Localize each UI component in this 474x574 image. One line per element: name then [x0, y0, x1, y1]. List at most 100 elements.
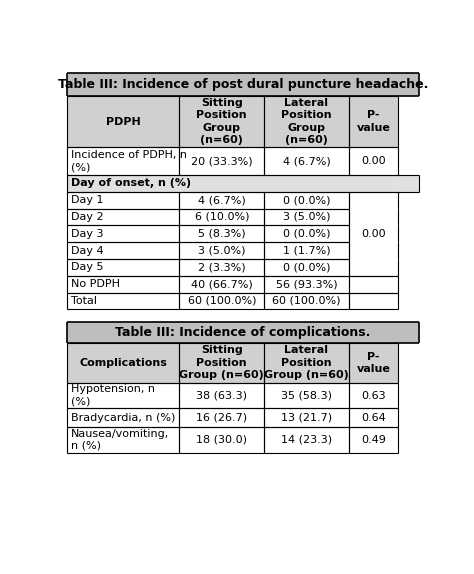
Bar — [349, 192, 398, 208]
Text: 40 (66.7%): 40 (66.7%) — [191, 279, 253, 289]
Bar — [66, 427, 180, 452]
Text: 1 (1.7%): 1 (1.7%) — [283, 246, 330, 255]
Bar — [349, 226, 398, 242]
Bar — [264, 242, 349, 259]
Text: Day 5: Day 5 — [71, 262, 103, 272]
Bar — [66, 343, 180, 383]
Text: PDPH: PDPH — [106, 117, 140, 127]
Bar — [66, 259, 180, 276]
Text: 6 (10.0%): 6 (10.0%) — [194, 212, 249, 222]
Text: Sitting
Position
Group (n=60): Sitting Position Group (n=60) — [179, 346, 264, 380]
Bar — [66, 383, 180, 408]
Bar — [264, 192, 349, 208]
Text: 16 (26.7): 16 (26.7) — [196, 413, 247, 422]
Text: Nausea/vomiting,
n (%): Nausea/vomiting, n (%) — [71, 429, 169, 451]
Bar — [66, 242, 180, 259]
Bar — [264, 383, 349, 408]
Bar — [180, 226, 264, 242]
Bar — [66, 408, 180, 427]
Bar — [264, 427, 349, 452]
Bar — [349, 343, 398, 383]
Bar — [180, 343, 264, 383]
Bar — [180, 427, 264, 452]
Text: 0 (0.0%): 0 (0.0%) — [283, 228, 330, 239]
Bar — [349, 383, 398, 408]
Bar — [349, 208, 398, 226]
Text: 0.63: 0.63 — [361, 390, 386, 401]
Text: 0 (0.0%): 0 (0.0%) — [283, 195, 330, 205]
Bar — [180, 259, 264, 276]
Text: Day 2: Day 2 — [71, 212, 104, 222]
Text: No PDPH: No PDPH — [71, 279, 120, 289]
Text: 5 (8.3%): 5 (8.3%) — [198, 228, 246, 239]
Text: 4 (6.7%): 4 (6.7%) — [283, 156, 330, 166]
Bar — [180, 408, 264, 427]
Bar — [180, 192, 264, 208]
Bar — [180, 293, 264, 309]
Text: 2 (3.3%): 2 (3.3%) — [198, 262, 246, 272]
Bar — [349, 427, 398, 452]
Text: 13 (21.7): 13 (21.7) — [281, 413, 332, 422]
Text: Total: Total — [71, 296, 97, 306]
Bar — [180, 147, 264, 175]
Bar — [264, 226, 349, 242]
Text: 0.00: 0.00 — [361, 228, 386, 239]
Bar — [66, 175, 419, 192]
Bar — [264, 259, 349, 276]
Text: Hypotension, n
(%): Hypotension, n (%) — [71, 385, 155, 407]
Bar — [349, 259, 398, 276]
Bar — [180, 242, 264, 259]
Bar — [264, 208, 349, 226]
Text: 35 (58.3): 35 (58.3) — [281, 390, 332, 401]
Text: 60 (100.0%): 60 (100.0%) — [188, 296, 256, 306]
Text: 3 (5.0%): 3 (5.0%) — [283, 212, 330, 222]
Bar — [349, 147, 398, 175]
Bar — [180, 208, 264, 226]
Text: Sitting
Position
Group
(n=60): Sitting Position Group (n=60) — [196, 98, 247, 145]
Text: 4 (6.7%): 4 (6.7%) — [198, 195, 246, 205]
Bar — [349, 276, 398, 293]
Bar — [264, 293, 349, 309]
Text: 18 (30.0): 18 (30.0) — [196, 435, 247, 445]
Bar — [349, 192, 398, 276]
Text: 38 (63.3): 38 (63.3) — [196, 390, 247, 401]
Text: Lateral
Position
Group
(n=60): Lateral Position Group (n=60) — [281, 98, 332, 145]
Text: 20 (33.3%): 20 (33.3%) — [191, 156, 253, 166]
Bar — [66, 321, 419, 343]
Bar — [66, 192, 180, 208]
Bar — [66, 226, 180, 242]
Bar — [264, 408, 349, 427]
Text: 56 (93.3%): 56 (93.3%) — [275, 279, 337, 289]
Bar — [180, 96, 264, 147]
Text: Table III: Incidence of complications.: Table III: Incidence of complications. — [115, 326, 371, 339]
Text: P-
value: P- value — [356, 111, 391, 133]
Bar — [349, 96, 398, 147]
Text: 0.00: 0.00 — [361, 156, 386, 166]
Bar — [264, 276, 349, 293]
Text: Day 3: Day 3 — [71, 228, 103, 239]
Bar — [66, 96, 180, 147]
Bar — [66, 293, 180, 309]
Text: Table III: Incidence of post dural puncture headache.: Table III: Incidence of post dural punct… — [58, 78, 428, 91]
Bar — [180, 276, 264, 293]
Text: P-
value: P- value — [356, 352, 391, 374]
Bar — [180, 383, 264, 408]
Bar — [264, 343, 349, 383]
Bar — [349, 408, 398, 427]
Text: 0 (0.0%): 0 (0.0%) — [283, 262, 330, 272]
Text: 3 (5.0%): 3 (5.0%) — [198, 246, 246, 255]
Bar — [349, 293, 398, 309]
Text: Incidence of PDPH, n
(%): Incidence of PDPH, n (%) — [71, 150, 187, 172]
Text: 14 (23.3): 14 (23.3) — [281, 435, 332, 445]
Text: Bradycardia, n (%): Bradycardia, n (%) — [71, 413, 175, 422]
Bar — [66, 208, 180, 226]
Text: Lateral
Position
Group (n=60): Lateral Position Group (n=60) — [264, 346, 349, 380]
Bar — [264, 147, 349, 175]
Text: 0.64: 0.64 — [361, 413, 386, 422]
Bar — [349, 242, 398, 259]
Text: Complications: Complications — [79, 358, 167, 368]
Text: Day of onset, n (%): Day of onset, n (%) — [71, 179, 191, 188]
Bar — [66, 73, 419, 96]
Text: Day 1: Day 1 — [71, 195, 103, 205]
Bar — [66, 147, 180, 175]
